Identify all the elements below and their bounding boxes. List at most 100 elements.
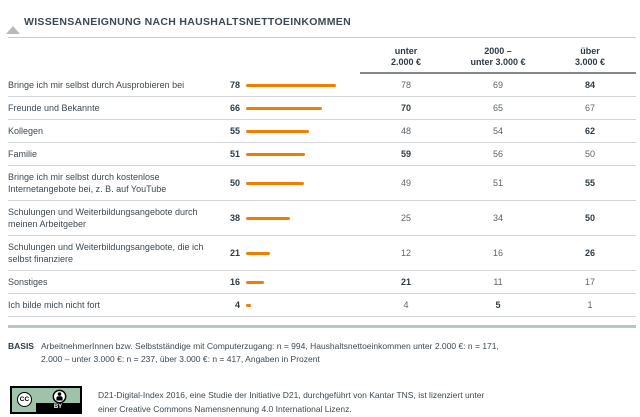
row-cells: 78 69 84 <box>360 80 636 90</box>
row-bar-fill <box>246 106 322 110</box>
basis-line-2: 2.000 – unter 3.000 €: n = 237, über 3.0… <box>41 354 320 364</box>
bottom-divider <box>8 325 636 328</box>
table-row: Bringe ich mir selbst durch Ausprobieren… <box>8 74 636 97</box>
row-bar <box>246 106 354 110</box>
table-row: Freunde und Bekannte 66 70 65 67 <box>8 97 636 120</box>
row-total-value: 66 <box>229 103 240 113</box>
row-cell-value: 84 <box>584 80 595 90</box>
row-cell-value: 1 <box>587 300 593 310</box>
row-cell-value: 78 <box>400 80 411 90</box>
row-cell-value: 25 <box>400 213 411 223</box>
row-bar-fill <box>246 83 336 87</box>
row-bar <box>246 251 354 255</box>
row-cell-value: 59 <box>400 149 411 159</box>
row-label: Ich bilde mich nicht fort <box>8 300 101 310</box>
table-row: Sonstiges 16 21 11 17 <box>8 271 636 294</box>
triangle-up-icon <box>6 26 20 34</box>
row-cells: 70 65 67 <box>360 103 636 113</box>
license-line-1: D21-Digital-Index 2016, eine Studie der … <box>98 390 485 400</box>
row-cells: 4 5 1 <box>360 300 636 310</box>
table-row: Bringe ich mir selbst durch kostenlose I… <box>8 166 636 201</box>
license-line-2: einer Creative Commons Namensnennung 4.0… <box>98 404 352 414</box>
row-total-value: 55 <box>229 126 240 136</box>
row-cell-value: 50 <box>584 149 595 159</box>
row-bar <box>246 280 354 284</box>
row-total-value: 38 <box>229 213 240 223</box>
table-body: Bringe ich mir selbst durch Ausprobieren… <box>8 74 636 317</box>
row-total-value: 78 <box>229 80 240 90</box>
row-cell-value: 17 <box>584 277 595 287</box>
row-cell-value: 70 <box>400 103 411 113</box>
table-row: Schulungen und Weiterbildungsangebote, d… <box>8 236 636 271</box>
row-bar-fill <box>246 181 304 185</box>
row-cell-value: 11 <box>493 277 503 287</box>
row-bar-fill <box>246 251 271 255</box>
column-header-2000-3000: 2000 – unter 3.000 € <box>470 46 526 67</box>
row-bar-fill <box>246 152 305 156</box>
row-cell-value: 55 <box>584 178 595 188</box>
basis-label: BASIS <box>8 341 34 351</box>
row-bar <box>246 216 354 220</box>
row-cells: 48 54 62 <box>360 126 636 136</box>
row-label: Kollegen <box>8 126 44 136</box>
table-row: Familie 51 59 56 50 <box>8 143 636 166</box>
row-cell-value: 54 <box>492 126 503 136</box>
column-headers: unter 2.000 € 2000 – unter 3.000 € über … <box>360 38 636 74</box>
column-header-ueber-3000: über 3.000 € <box>574 46 606 67</box>
row-total-value: 4 <box>234 300 240 310</box>
row-total-value: 50 <box>229 178 240 188</box>
row-cells: 25 34 50 <box>360 213 636 223</box>
row-cells: 12 16 26 <box>360 248 636 258</box>
basis-line-1: ArbeitnehmerInnen bzw. Selbstständige mi… <box>41 341 499 351</box>
row-total-value: 51 <box>229 149 240 159</box>
row-label: Bringe ich mir selbst durch kostenlose I… <box>8 172 167 194</box>
row-cell-value: 21 <box>400 277 411 287</box>
cc-by-label: BY <box>36 403 80 412</box>
row-bar <box>246 83 354 87</box>
row-bar-fill <box>246 280 265 284</box>
column-header-unter-2000: unter 2.000 € <box>390 46 422 67</box>
cc-icon: CC <box>17 392 32 407</box>
cc-license-badge: CC BY <box>10 386 82 414</box>
row-bar <box>246 129 354 133</box>
row-total-value: 16 <box>229 277 240 287</box>
row-label: Sonstiges <box>8 277 48 287</box>
row-bar-fill <box>246 129 310 133</box>
row-cell-value: 5 <box>495 300 501 310</box>
page-title: WISSENSANEIGNUNG NACH HAUSHALTSNETTOEINK… <box>24 16 351 28</box>
row-bar-fill <box>246 303 251 307</box>
row-label: Freunde und Bekannte <box>8 103 100 113</box>
row-label: Schulungen und Weiterbildungsangebote, d… <box>8 242 204 264</box>
row-cell-value: 51 <box>492 178 503 188</box>
row-cell-value: 50 <box>584 213 595 223</box>
row-label: Bringe ich mir selbst durch Ausprobieren… <box>8 80 185 90</box>
row-cell-value: 12 <box>400 248 411 258</box>
basis-note: BASIS ArbeitnehmerInnen bzw. Selbstständ… <box>8 340 636 366</box>
license-footer: CC BY D21-Digital-Index 2016, eine Studi… <box>8 386 636 416</box>
title-bar: WISSENSANEIGNUNG NACH HAUSHALTSNETTOEINK… <box>6 8 636 38</box>
row-cell-value: 62 <box>584 126 595 136</box>
row-cell-value: 56 <box>492 149 503 159</box>
basis-text: ArbeitnehmerInnen bzw. Selbstständige mi… <box>41 340 499 366</box>
row-cell-value: 34 <box>492 213 503 223</box>
row-cell-value: 16 <box>492 248 503 258</box>
row-label: Familie <box>8 149 38 159</box>
row-cell-value: 69 <box>492 80 503 90</box>
row-bar <box>246 303 354 307</box>
row-bar-fill <box>246 216 290 220</box>
row-cell-value: 26 <box>584 248 595 258</box>
row-cell-value: 49 <box>400 178 411 188</box>
row-cell-value: 65 <box>492 103 503 113</box>
table-row: Kollegen 55 48 54 62 <box>8 120 636 143</box>
row-cells: 49 51 55 <box>360 178 636 188</box>
row-bar <box>246 181 354 185</box>
table-row: Schulungen und Weiterbildungsangebote du… <box>8 201 636 236</box>
row-cell-value: 67 <box>584 103 595 113</box>
row-total-value: 21 <box>229 248 240 258</box>
license-text: D21-Digital-Index 2016, eine Studie der … <box>98 386 484 416</box>
row-cell-value: 48 <box>400 126 411 136</box>
row-cells: 21 11 17 <box>360 277 636 287</box>
row-cells: 59 56 50 <box>360 149 636 159</box>
row-bar <box>246 152 354 156</box>
table-row: Ich bilde mich nicht fort 4 4 5 1 <box>8 294 636 317</box>
